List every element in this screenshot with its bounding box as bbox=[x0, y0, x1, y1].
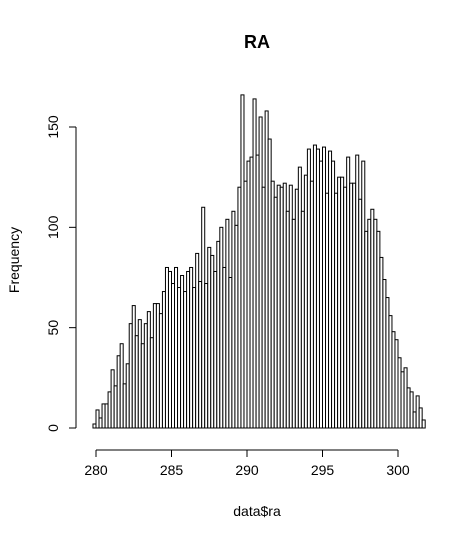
y-tick-label: 0 bbox=[45, 424, 61, 432]
y-tick-label: 50 bbox=[45, 320, 61, 336]
x-axis: 280 285 290 295 300 bbox=[84, 449, 410, 478]
x-tick-label: 300 bbox=[386, 462, 410, 478]
y-axis-label: Frequency bbox=[6, 227, 22, 293]
y-axis: 0 50 100 150 bbox=[45, 115, 77, 432]
y-tick-label: 100 bbox=[45, 215, 61, 239]
x-tick-label: 285 bbox=[160, 462, 184, 478]
x-tick-label: 295 bbox=[311, 462, 335, 478]
chart-title: RA bbox=[244, 32, 270, 52]
histogram-bar bbox=[409, 391, 414, 429]
histogram-bar bbox=[418, 407, 423, 429]
histogram-bar bbox=[421, 419, 426, 429]
x-tick-label: 290 bbox=[235, 462, 259, 478]
y-tick-label: 150 bbox=[45, 115, 61, 139]
x-tick-label: 280 bbox=[84, 462, 108, 478]
x-axis-label: data$ra bbox=[233, 503, 281, 519]
histogram-bars bbox=[92, 94, 426, 429]
